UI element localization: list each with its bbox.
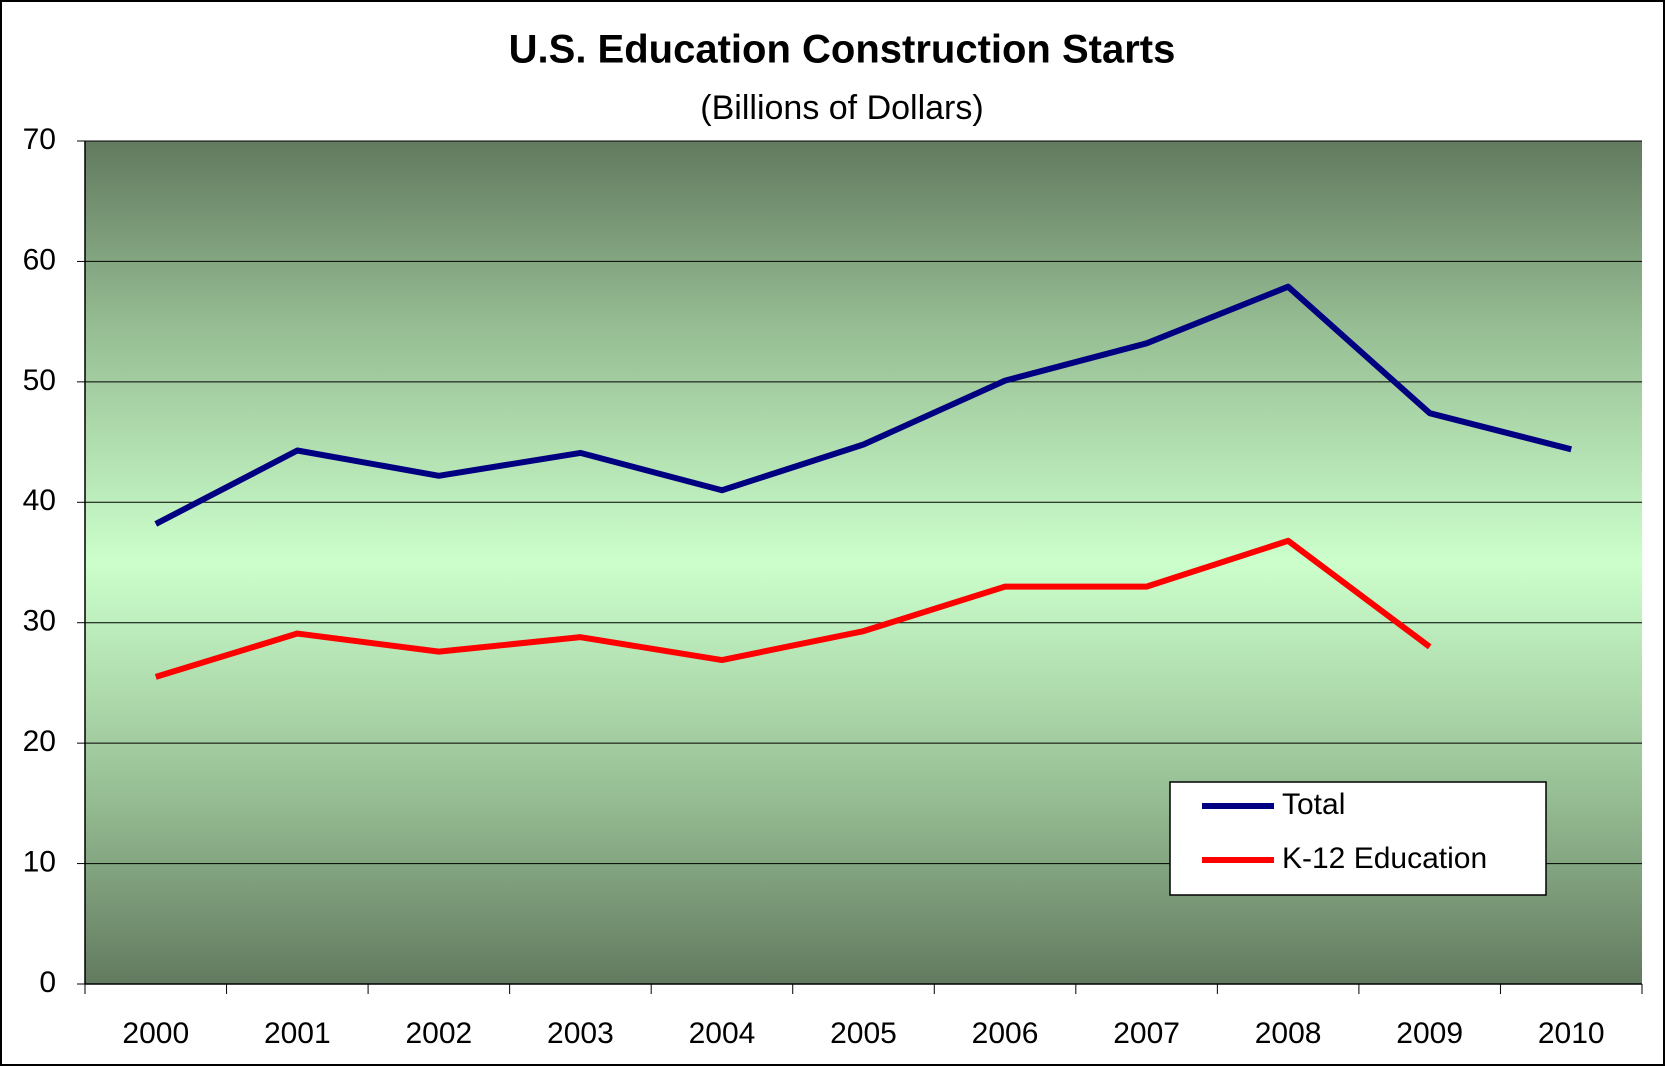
x-tick-label: 2005: [830, 1017, 897, 1050]
y-tick-label: 0: [39, 966, 56, 999]
x-tick-label: 2008: [1255, 1017, 1322, 1050]
y-tick-label: 70: [23, 123, 56, 156]
series-line: [154, 283, 1572, 527]
legend-label: Total: [1282, 788, 1345, 821]
y-tick-label: 20: [23, 725, 56, 758]
chart-subtitle: (Billions of Dollars): [700, 89, 983, 127]
x-tick-label: 2002: [405, 1017, 472, 1050]
x-tick-label: 2004: [689, 1017, 756, 1050]
y-tick-label: 60: [23, 243, 56, 276]
y-tick-label: 10: [23, 845, 56, 878]
x-tick-label: 2006: [972, 1017, 1039, 1050]
x-tick-label: 2007: [1113, 1017, 1180, 1050]
x-tick-label: 2003: [547, 1017, 614, 1050]
chart-title: U.S. Education Construction Starts: [509, 28, 1176, 72]
y-tick-label: 40: [23, 484, 56, 517]
series-line: [154, 537, 1432, 680]
x-tick-label: 2000: [122, 1017, 189, 1050]
legend-label: K-12 Education: [1282, 842, 1487, 875]
y-tick-label: 50: [23, 364, 56, 397]
x-tick-label: 2010: [1538, 1017, 1605, 1050]
legend-box: [1169, 781, 1547, 896]
y-tick-label: 30: [23, 605, 56, 638]
x-tick-label: 2001: [264, 1017, 331, 1050]
x-tick-label: 2009: [1396, 1017, 1463, 1050]
